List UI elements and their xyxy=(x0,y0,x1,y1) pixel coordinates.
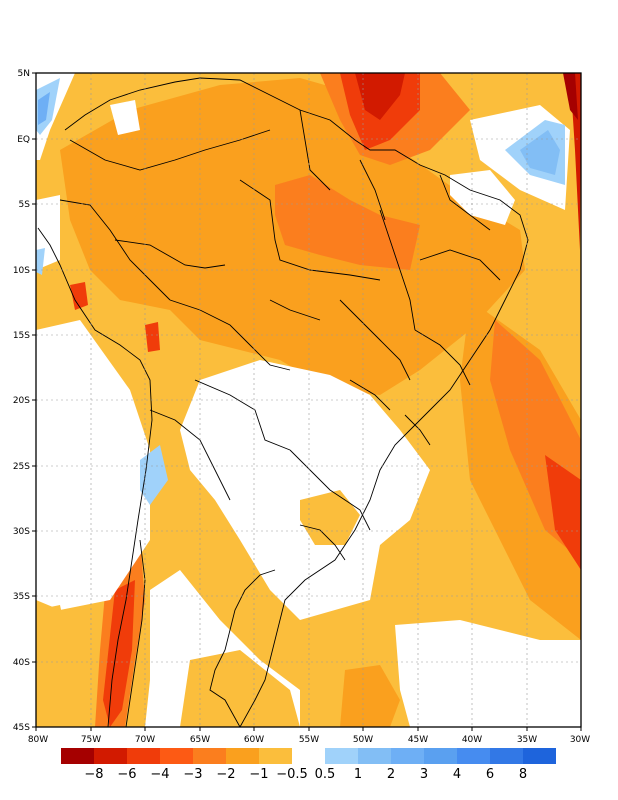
lat-label: EQ xyxy=(17,135,30,145)
lat-label: 30S xyxy=(13,527,30,537)
colorbar-label: 3 xyxy=(420,767,428,782)
colorbar-swatch xyxy=(523,748,556,764)
country-borders xyxy=(37,77,529,727)
colorbar-label: −2 xyxy=(216,767,235,782)
colorbar-swatch xyxy=(391,748,424,764)
colorbar-swatch xyxy=(259,748,292,764)
lat-label: 25S xyxy=(13,462,30,472)
colorbar-swatch xyxy=(325,748,358,764)
colorbar-swatch xyxy=(94,748,127,764)
colorbar-label: −6 xyxy=(117,767,136,782)
colorbar-label: 2 xyxy=(387,767,395,782)
tick-marks xyxy=(32,72,582,731)
lat-label: 40S xyxy=(13,658,30,668)
colorbar-swatch xyxy=(193,748,226,764)
colorbar-label: −3 xyxy=(183,767,202,782)
lon-label: 45W xyxy=(408,735,428,745)
lat-label: 20S xyxy=(13,396,30,406)
colorbar-swatch xyxy=(61,748,94,764)
colorbar-label: −1 xyxy=(249,767,268,782)
colorbar-swatch xyxy=(490,748,523,764)
colorbar-label: 4 xyxy=(453,767,461,782)
colorbar-swatch xyxy=(457,748,490,764)
lon-label: 40W xyxy=(462,735,482,745)
longitude-labels: 80W 75W 70W 65W 60W 55W 50W 45W 40W 35W … xyxy=(28,735,590,745)
colorbar-label: 8 xyxy=(519,767,527,782)
lat-label: 5S xyxy=(19,200,31,210)
lon-label: 80W xyxy=(28,735,48,745)
lon-label: 70W xyxy=(135,735,155,745)
lon-label: 55W xyxy=(299,735,319,745)
colorbar-swatch xyxy=(358,748,391,764)
colorbar-labels: −8 −6 −4 −3 −2 −1 −0.5 0.5 1 2 3 4 6 8 xyxy=(84,767,527,782)
graticule xyxy=(36,73,581,727)
colorbar-positive xyxy=(325,748,556,764)
lon-label: 30W xyxy=(570,735,590,745)
lat-label: 15S xyxy=(13,331,30,341)
colorbar-negative xyxy=(61,748,292,764)
colorbar-label: −0.5 xyxy=(276,767,308,782)
colorbar-swatch xyxy=(226,748,259,764)
colorbar: −8 −6 −4 −3 −2 −1 −0.5 0.5 1 2 3 4 6 8 xyxy=(61,748,556,782)
lon-label: 60W xyxy=(244,735,264,745)
lat-label: 5N xyxy=(18,69,30,79)
colorbar-label: −8 xyxy=(84,767,103,782)
colorbar-swatch xyxy=(160,748,193,764)
colorbar-label: 6 xyxy=(486,767,494,782)
colorbar-label: 0.5 xyxy=(315,767,336,782)
lat-label: 35S xyxy=(13,592,30,602)
lon-label: 35W xyxy=(517,735,537,745)
colorbar-swatch xyxy=(127,748,160,764)
lat-label: 10S xyxy=(13,266,30,276)
latitude-labels: 5N EQ 5S 10S 15S 20S 25S 30S 35S 40S 45S xyxy=(13,69,30,733)
colorbar-label: −4 xyxy=(150,767,169,782)
lon-label: 75W xyxy=(81,735,101,745)
lon-label: 50W xyxy=(353,735,373,745)
colorbar-swatch xyxy=(424,748,457,764)
colorbar-label: 1 xyxy=(354,767,362,782)
lat-label: 45S xyxy=(13,723,30,733)
lon-label: 65W xyxy=(190,735,210,745)
shaded-field xyxy=(36,73,581,727)
